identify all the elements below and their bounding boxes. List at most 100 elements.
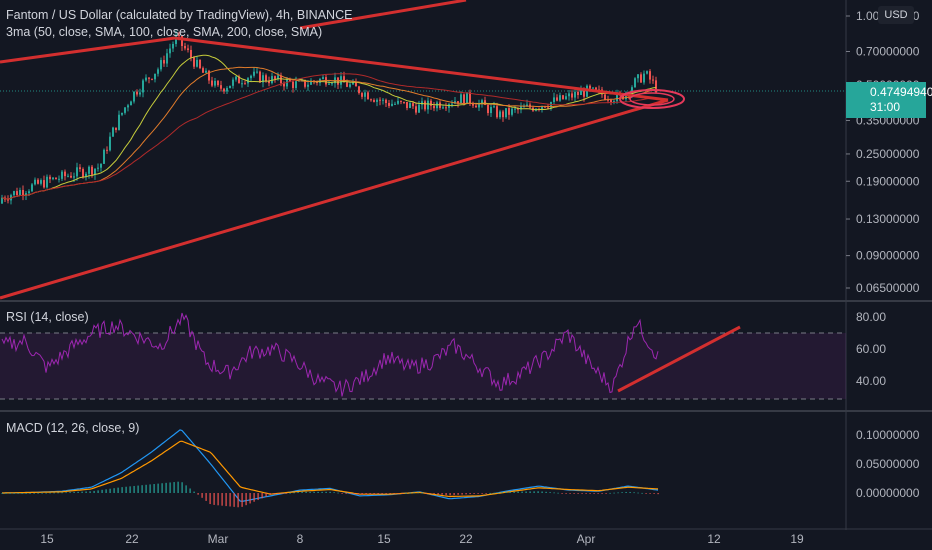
price-axis[interactable]: 1.000000000.700000000.500000000.35000000… (846, 9, 920, 500)
candle-body (520, 106, 522, 110)
macd-histogram-bar (133, 485, 135, 493)
macd-histogram-bar (89, 491, 91, 493)
macd-histogram-bar (637, 492, 639, 494)
triangle-top-line[interactable] (174, 36, 669, 102)
upper-trendline[interactable] (0, 36, 176, 64)
macd-histogram-bar (201, 493, 203, 498)
candle-body (409, 103, 411, 109)
candle-body (502, 111, 504, 118)
candle-body (430, 100, 432, 106)
candle-body (634, 78, 636, 88)
macd-histogram-bar (493, 492, 495, 494)
candle-body (31, 184, 33, 192)
macd-histogram-bar (65, 492, 67, 494)
macd-histogram-bar (653, 493, 655, 494)
candle-body (64, 171, 66, 177)
rsi-label[interactable]: RSI (14, close) (6, 310, 89, 324)
candle-body (415, 106, 417, 113)
macd-tick-label: 0.00000000 (856, 486, 920, 500)
candle-body (328, 83, 330, 85)
candle-body (295, 81, 297, 88)
candle-body (622, 94, 624, 100)
macd-histogram-bar (221, 493, 223, 506)
currency-button[interactable]: USD (878, 6, 914, 24)
macd-histogram-bar (273, 493, 275, 495)
macd-histogram-bar (605, 493, 607, 494)
candle-body (613, 101, 615, 103)
macd-histogram-bar (61, 492, 63, 494)
ma-200-line (1, 73, 657, 200)
macd-histogram-bar (565, 493, 567, 494)
candle-body (169, 48, 171, 54)
candle-body (397, 100, 399, 104)
apex-ellipse-inner[interactable] (629, 92, 675, 106)
candle-body (49, 176, 51, 180)
candle-body (55, 177, 57, 180)
candle-body (604, 94, 606, 100)
macd-histogram-bar (153, 484, 155, 493)
candle-body (145, 77, 147, 81)
candle-body (127, 105, 129, 108)
macd-histogram-bar (93, 490, 95, 493)
time-tick-label: 15 (40, 532, 54, 546)
candle-body (322, 77, 324, 79)
candle-body (403, 101, 405, 103)
rsi-tick-label: 60.00 (856, 342, 886, 356)
candle-body (163, 60, 165, 64)
candle-body (160, 60, 162, 70)
macd-histogram-bar (21, 493, 23, 494)
macd-histogram-bar (341, 493, 343, 494)
macd-histogram-bar (161, 483, 163, 493)
macd-histogram-bar (265, 493, 267, 497)
macd-histogram-bar (461, 493, 463, 495)
candle-body (367, 92, 369, 100)
macd-histogram-bar (357, 493, 359, 495)
macd-histogram-bar (9, 493, 11, 494)
ma-indicator-label[interactable]: 3ma (50, close, SMA, 100, close, SMA, 20… (6, 25, 323, 39)
candle-body (178, 34, 180, 37)
macd-histogram-bar (261, 493, 263, 499)
candle-body (34, 179, 36, 185)
macd-histogram-bar (225, 493, 227, 507)
time-tick-label: 22 (459, 532, 473, 546)
macd-histogram-bar (233, 493, 235, 507)
candle-body (109, 136, 111, 151)
macd-histogram-bar (281, 493, 283, 494)
macd-histogram-bar (253, 493, 255, 502)
price-tick-label: 0.09000000 (856, 249, 920, 263)
macd-histogram-bar (249, 493, 251, 504)
macd-histogram-bar (389, 493, 391, 494)
candle-body (253, 71, 255, 76)
candle-body (388, 103, 390, 106)
macd-histogram-bar (525, 491, 527, 493)
time-axis[interactable]: 15 22 Mar 8 15 22 Apr 12 19 (40, 532, 804, 546)
macd-histogram-bar (465, 493, 467, 495)
macd-histogram-bar (241, 493, 243, 507)
last-price-tag: 0.47494940 31:00 (846, 82, 932, 118)
apex-ellipse[interactable] (619, 89, 685, 109)
macd-histogram-bar (41, 492, 43, 494)
candle-body (478, 103, 480, 108)
rsi-trendline[interactable] (617, 325, 741, 393)
moving-averages-layer (1, 54, 657, 200)
candle-body (574, 91, 576, 98)
candle-body (61, 171, 63, 179)
macd-histogram-bar (1, 493, 3, 494)
macd-histogram-bar (301, 491, 303, 493)
candle-body (151, 78, 153, 80)
macd-histogram-bar (125, 486, 127, 493)
candle-body (256, 71, 258, 73)
macd-histogram-bar (401, 493, 403, 494)
candle-body (250, 75, 252, 79)
candle-body (274, 76, 276, 80)
macd-label[interactable]: MACD (12, 26, close, 9) (6, 421, 140, 435)
candle-body (358, 86, 360, 94)
top-resistance-line[interactable] (299, 0, 467, 30)
macd-histogram-bar (365, 493, 367, 495)
triangle-bottom-line[interactable] (0, 98, 669, 300)
macd-histogram-bar (129, 486, 131, 493)
macd-histogram-bar (105, 489, 107, 493)
macd-histogram-bar (485, 493, 487, 494)
macd-histogram-bar (585, 493, 587, 494)
